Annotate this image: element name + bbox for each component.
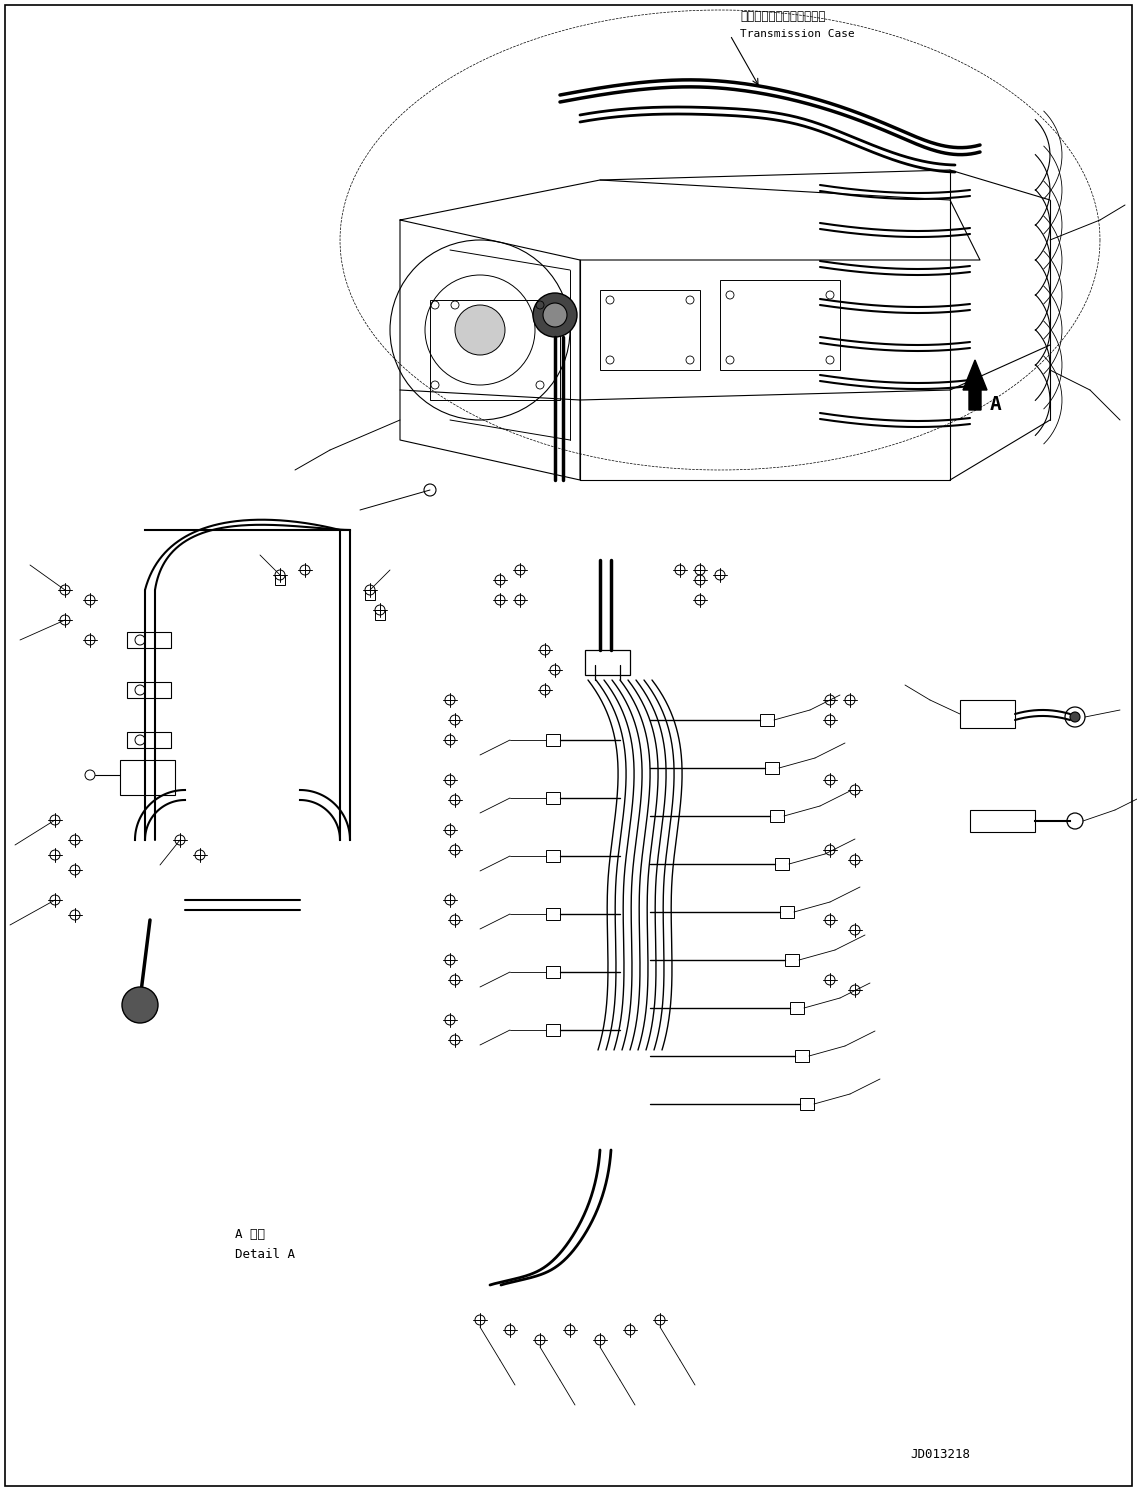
Bar <box>546 850 561 862</box>
Circle shape <box>1070 713 1080 722</box>
Bar <box>546 908 561 920</box>
Bar <box>760 714 774 726</box>
Bar <box>586 650 630 675</box>
Bar <box>121 760 175 795</box>
Bar <box>790 1002 804 1014</box>
Bar <box>127 681 171 698</box>
Bar <box>600 291 700 370</box>
Bar <box>275 576 285 584</box>
Circle shape <box>122 987 158 1023</box>
Text: トランスミッションケース: トランスミッションケース <box>740 10 825 22</box>
Circle shape <box>543 303 567 327</box>
Circle shape <box>533 294 576 337</box>
Bar <box>546 1024 561 1036</box>
Bar <box>546 792 561 804</box>
Bar <box>970 810 1035 832</box>
Text: A 詳細: A 詳細 <box>235 1229 265 1242</box>
Bar <box>365 590 375 599</box>
Bar <box>780 907 794 918</box>
Bar <box>375 610 385 620</box>
Polygon shape <box>963 359 987 410</box>
Bar <box>765 762 779 774</box>
Bar <box>127 632 171 649</box>
Text: JD013218: JD013218 <box>910 1448 970 1461</box>
Bar <box>795 1050 810 1062</box>
Text: Transmission Case: Transmission Case <box>740 28 855 39</box>
Text: Detail A: Detail A <box>235 1248 294 1261</box>
Bar <box>770 810 785 822</box>
Bar <box>775 857 789 871</box>
Bar <box>546 966 561 978</box>
Bar <box>960 699 1015 728</box>
Bar <box>546 734 561 746</box>
Bar <box>785 954 799 966</box>
Bar <box>800 1097 814 1109</box>
Bar <box>720 280 840 370</box>
Circle shape <box>455 306 505 355</box>
Text: A: A <box>990 395 1002 414</box>
Bar <box>127 732 171 748</box>
Bar <box>430 300 561 400</box>
